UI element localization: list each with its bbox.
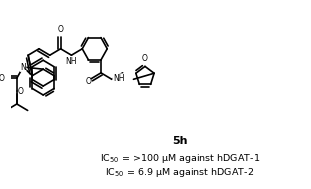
Text: O: O [18, 87, 24, 96]
Text: O: O [0, 74, 5, 83]
Text: O: O [86, 77, 91, 86]
Text: N: N [20, 63, 26, 71]
Text: IC$_{50}$ = 6.9 μM against hDGAT-2: IC$_{50}$ = 6.9 μM against hDGAT-2 [105, 166, 254, 179]
Text: NH: NH [113, 74, 124, 83]
Text: NH: NH [66, 57, 77, 66]
Text: 5h: 5h [172, 136, 187, 146]
Text: O: O [142, 54, 148, 64]
Text: O: O [58, 25, 63, 34]
Text: IC$_{50}$ = >100 μM against hDGAT-1: IC$_{50}$ = >100 μM against hDGAT-1 [100, 152, 260, 165]
